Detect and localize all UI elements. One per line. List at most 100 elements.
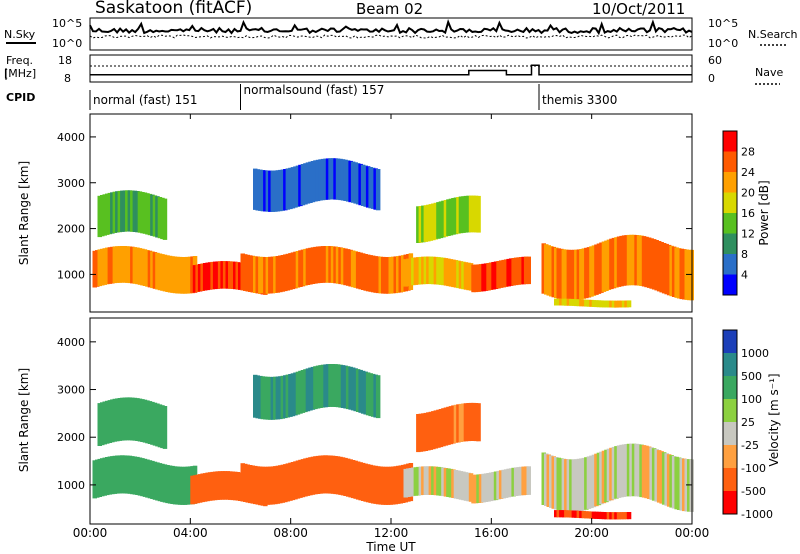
velocity-cell (416, 414, 421, 453)
velocity-cell (438, 409, 444, 448)
colorbar-tick-label: 16 (741, 207, 755, 220)
velocity-cell (310, 366, 316, 410)
power-cell (363, 165, 368, 207)
freq-tick-high: 18 (58, 54, 72, 67)
velocity-cell (248, 465, 253, 504)
velocity-cell (265, 466, 271, 505)
velocity-heatmap (92, 364, 694, 520)
velocity-cell (581, 511, 587, 519)
velocity-cell (263, 376, 268, 420)
velocity-cell (225, 471, 230, 500)
power-cell (152, 195, 158, 237)
power-cell (295, 165, 301, 207)
power-cell (466, 195, 471, 233)
velocity-cell (330, 364, 336, 407)
power-cell (145, 250, 150, 287)
velocity-cell (669, 455, 674, 508)
velocity-cell (493, 471, 499, 501)
power-cell (599, 300, 604, 308)
power-cell (142, 249, 148, 286)
power-cell (303, 248, 308, 286)
power-cell (147, 250, 153, 288)
power-cell (260, 170, 266, 212)
velocity-cell (285, 463, 291, 502)
power-cell (656, 241, 662, 292)
power-cell (97, 249, 102, 287)
power-cell (564, 298, 569, 306)
power-cell (102, 248, 107, 285)
velocity-cell (666, 454, 672, 507)
power-cell (473, 264, 479, 293)
velocity-cell (295, 371, 301, 415)
power-cell (506, 258, 511, 287)
power-cell (609, 238, 614, 290)
velocity-cell (335, 456, 341, 495)
velocity-cell (142, 399, 148, 443)
velocity-cell (687, 459, 692, 512)
velocity-cell (338, 456, 343, 495)
velocity-cell (576, 510, 582, 518)
power-cell (363, 254, 368, 291)
velocity-cell (511, 467, 516, 497)
velocity-cell (155, 403, 160, 447)
power-cell (278, 255, 283, 293)
power-cell (132, 247, 138, 284)
nave-tick-high: 60 (708, 54, 722, 67)
velocity-cell (609, 447, 614, 501)
velocity-cell (579, 510, 584, 519)
velocity-cell (293, 461, 298, 500)
velocity-cell (671, 456, 677, 509)
power-cell (330, 246, 336, 283)
power-cell (205, 262, 210, 291)
power-cell (335, 158, 341, 200)
power-cell (586, 299, 592, 307)
power-cell (621, 235, 627, 286)
velocity-cell (278, 376, 283, 420)
power-cell (117, 190, 123, 233)
power-cell (473, 195, 479, 233)
power-cell (571, 299, 577, 306)
power-cell (325, 158, 331, 200)
velocity-cell (428, 466, 434, 495)
power-cell (564, 249, 569, 300)
power-cell (368, 255, 373, 292)
power-cell (601, 241, 607, 292)
velocity-cell (350, 460, 356, 499)
velocity-cell (300, 370, 306, 413)
y-tick-label: 3000 (57, 384, 85, 397)
power-cell (293, 166, 298, 208)
velocity-cell (601, 450, 607, 504)
power-cell (561, 298, 567, 306)
velocity-cell (561, 458, 567, 512)
velocity-cell (107, 456, 113, 495)
nsearch-tick-low: 10^0 (708, 37, 738, 50)
x-tick-label: 08:00 (273, 526, 308, 540)
velocity-cell (591, 454, 597, 508)
colorbar-swatch (723, 445, 737, 469)
power-cell (468, 263, 474, 291)
velocity-cell (506, 468, 511, 498)
power-cell (508, 258, 514, 286)
velocity-cell (365, 464, 371, 503)
velocity-cell (345, 366, 351, 410)
velocity-cell (115, 455, 120, 494)
velocity-cell (626, 512, 632, 520)
velocity-cell (97, 403, 102, 446)
power-cell (350, 250, 356, 288)
power-cell (448, 259, 454, 287)
velocity-cell (102, 401, 107, 445)
velocity-cell (554, 457, 559, 510)
y-tick-label: 1000 (57, 479, 85, 492)
power-cell (110, 192, 115, 234)
power-cell (240, 253, 245, 291)
velocity-cell (476, 474, 481, 503)
velocity-cell (363, 463, 368, 502)
velocity-cell (544, 453, 549, 506)
power-cell (581, 248, 587, 299)
power-cell (150, 194, 155, 236)
power-cell (290, 252, 296, 290)
cpid-segment-label: themis 3300 (542, 93, 617, 107)
power-cell (574, 249, 579, 301)
power-cell (273, 170, 278, 212)
velocity-cell (614, 512, 619, 520)
